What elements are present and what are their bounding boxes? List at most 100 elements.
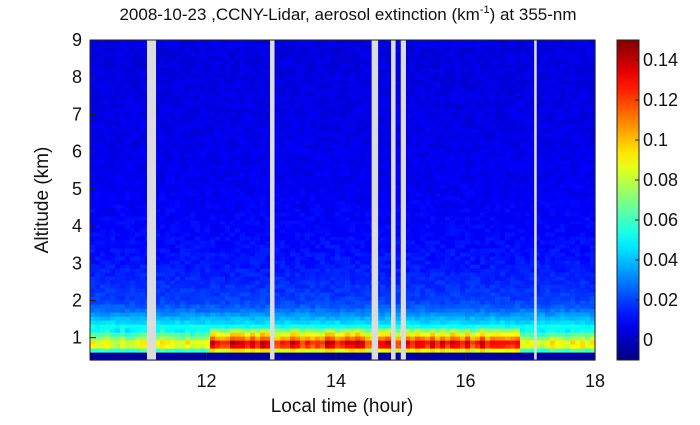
heatmap-cell xyxy=(120,328,126,333)
heatmap-cell xyxy=(230,144,236,149)
heatmap-cell xyxy=(260,196,266,201)
heatmap-cell xyxy=(250,44,256,49)
heatmap-cell xyxy=(325,88,331,93)
heatmap-cell xyxy=(200,260,206,265)
heatmap-cell xyxy=(315,168,321,173)
heatmap-cell xyxy=(325,328,331,333)
heatmap-cell xyxy=(345,60,351,65)
heatmap-cell xyxy=(215,240,221,245)
heatmap-cell xyxy=(275,340,281,345)
heatmap-cell xyxy=(320,272,326,277)
heatmap-cell xyxy=(335,160,341,165)
heatmap-cell xyxy=(185,116,191,121)
heatmap-cell xyxy=(130,120,136,125)
heatmap-cell xyxy=(245,92,251,97)
heatmap-cell xyxy=(215,116,221,121)
heatmap-cell xyxy=(315,284,321,289)
heatmap-cell xyxy=(205,356,211,361)
heatmap-cell xyxy=(395,340,401,345)
heatmap-cell xyxy=(250,324,256,329)
heatmap-cell xyxy=(195,288,201,293)
heatmap-cell xyxy=(175,312,181,317)
heatmap-cell xyxy=(235,340,241,345)
heatmap-cell xyxy=(140,340,146,345)
heatmap-cell xyxy=(305,64,311,69)
heatmap-cell xyxy=(215,292,221,297)
heatmap-cell xyxy=(130,284,136,289)
heatmap-cell xyxy=(280,340,286,345)
heatmap-cell xyxy=(305,316,311,321)
heatmap-cell xyxy=(255,304,261,309)
heatmap-cell xyxy=(220,160,226,165)
heatmap-cell xyxy=(305,344,311,349)
heatmap-cell xyxy=(165,196,171,201)
heatmap-cell xyxy=(140,128,146,133)
heatmap-cell xyxy=(180,232,186,237)
heatmap-cell xyxy=(310,204,316,209)
heatmap-cell xyxy=(135,40,141,45)
heatmap-cell xyxy=(355,40,361,45)
heatmap-cell xyxy=(95,192,101,197)
heatmap-cell xyxy=(240,304,246,309)
heatmap-cell xyxy=(120,348,126,353)
heatmap-cell xyxy=(310,136,316,141)
heatmap-cell xyxy=(215,308,221,313)
heatmap-cell xyxy=(175,148,181,153)
heatmap-cell xyxy=(120,212,126,217)
heatmap-cell xyxy=(220,40,226,45)
heatmap-cell xyxy=(200,52,206,57)
heatmap-cell xyxy=(140,152,146,157)
heatmap-cell xyxy=(190,80,196,85)
heatmap-cell xyxy=(95,188,101,193)
heatmap-cell xyxy=(215,224,221,229)
heatmap-cell xyxy=(355,52,361,57)
heatmap-cell xyxy=(230,284,236,289)
heatmap-cell xyxy=(385,92,391,97)
heatmap-cell xyxy=(300,92,306,97)
heatmap-cell xyxy=(280,324,286,329)
heatmap-cell xyxy=(290,160,296,165)
heatmap-cell xyxy=(365,88,371,93)
heatmap-cell xyxy=(235,352,241,357)
heatmap-cell xyxy=(90,72,96,77)
heatmap-cell xyxy=(305,284,311,289)
heatmap-cell xyxy=(110,252,116,257)
heatmap-cell xyxy=(105,220,111,225)
heatmap-cell xyxy=(250,48,256,53)
heatmap-cell xyxy=(125,268,131,273)
heatmap-cell xyxy=(395,184,401,189)
heatmap-cell xyxy=(265,304,271,309)
heatmap-cell xyxy=(90,344,96,349)
heatmap-cell xyxy=(260,112,266,117)
heatmap-cell xyxy=(210,148,216,153)
heatmap-cell xyxy=(305,124,311,129)
heatmap-cell xyxy=(365,212,371,217)
heatmap-cell xyxy=(365,84,371,89)
heatmap-cell xyxy=(280,188,286,193)
heatmap-cell xyxy=(185,252,191,257)
heatmap-cell xyxy=(165,240,171,245)
heatmap-cell xyxy=(115,72,121,77)
heatmap-cell xyxy=(355,132,361,137)
heatmap-cell xyxy=(290,288,296,293)
heatmap-cell xyxy=(205,104,211,109)
heatmap-cell xyxy=(155,188,161,193)
heatmap-cell xyxy=(260,152,266,157)
heatmap-cell xyxy=(120,228,126,233)
heatmap-cell xyxy=(320,148,326,153)
heatmap-cell xyxy=(160,52,166,57)
heatmap-cell xyxy=(340,168,346,173)
heatmap-cell xyxy=(175,172,181,177)
heatmap-cell xyxy=(330,104,336,109)
heatmap-cell xyxy=(355,208,361,213)
heatmap-cell xyxy=(325,268,331,273)
heatmap-cell xyxy=(240,276,246,281)
heatmap-cell xyxy=(130,332,136,337)
heatmap-cell xyxy=(380,56,386,61)
heatmap-cell xyxy=(380,96,386,101)
heatmap-cell xyxy=(330,148,336,153)
heatmap-cell xyxy=(320,264,326,269)
heatmap-cell xyxy=(310,224,316,229)
heatmap-cell xyxy=(210,316,216,321)
heatmap-cell xyxy=(335,136,341,141)
